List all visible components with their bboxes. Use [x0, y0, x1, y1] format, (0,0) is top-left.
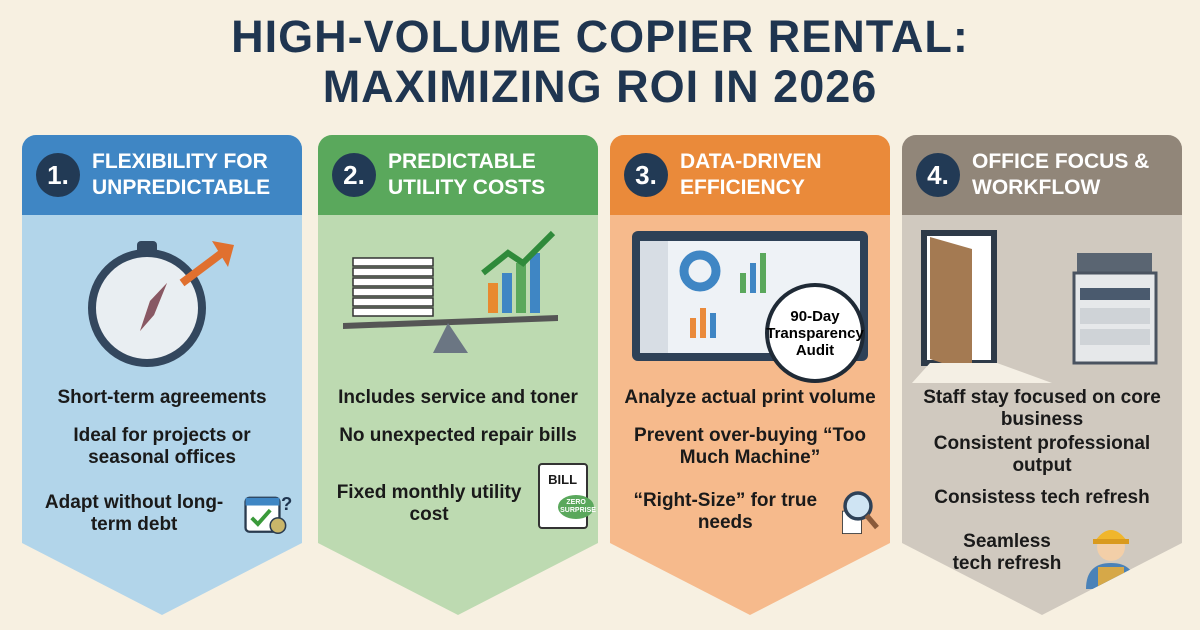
paper-stack-scale-icon [343, 230, 558, 353]
points-list: Analyze actual print volume Prevent over… [620, 387, 880, 555]
panel-heading: Office Focus & Workflow [972, 150, 1150, 199]
panel-heading: Data-Driven Efficiency [680, 150, 822, 199]
bill-label: BILL [548, 472, 578, 487]
page-title: HIGH-VOLUME COPIER RENTAL: MAXIMIZING RO… [0, 12, 1200, 112]
panel-heading: Flexibility for Unpredictable [92, 150, 271, 199]
panel-flexibility: 1. Flexibility for Unpredictable Short-t… [22, 135, 302, 615]
audit-badge: 90-Day Transparency Audit [765, 283, 865, 383]
svg-text:?: ? [281, 493, 292, 514]
compass-icon [88, 241, 234, 367]
panel-header: 3. Data-Driven Efficiency [610, 135, 890, 215]
step-number: 2. [332, 153, 376, 197]
points-list: Staff stay focused on core business Cons… [912, 387, 1172, 605]
title-line-1: HIGH-VOLUME COPIER RENTAL: [231, 11, 969, 62]
step-number: 1. [36, 153, 80, 197]
point: Staff stay focused on core business [923, 387, 1161, 430]
panel-heading: Predictable Utility Costs [388, 150, 546, 199]
panel-header: 2. Predictable Utility Costs [318, 135, 598, 215]
magnifier-chart-icon [841, 491, 879, 535]
point: Consistent professional output [933, 433, 1151, 476]
panel-header: 4. Office Focus & Workflow [902, 135, 1182, 215]
title-line-2: MAXIMIZING ROI IN 2026 [322, 61, 878, 112]
point: Short-term agreements [57, 387, 267, 408]
panel-predictable-costs: 2. Predictable Utility Costs Includes se… [318, 135, 598, 615]
zero-surprise-stamp: ZERO SURPRISE [558, 495, 596, 519]
panel-data-driven: 3. Data-Driven Efficiency 90-Day Transpa… [610, 135, 890, 615]
point: No unexpected repair bills [339, 425, 577, 446]
step-number: 3. [624, 153, 668, 197]
points-list: Short-term agreements Ideal for projects… [32, 387, 292, 559]
panel-header: 1. Flexibility for Unpredictable [22, 135, 302, 215]
point: Prevent over-buying “Too Much Machine” [634, 425, 866, 468]
point: Adapt without long-term debt [44, 492, 224, 535]
point: Analyze actual print volume [624, 387, 876, 408]
copier-icon [1072, 253, 1158, 365]
point: Consistess tech refresh [934, 487, 1150, 508]
point: Fixed monthly utility cost [336, 482, 522, 525]
door-icon [912, 230, 1158, 383]
point: Ideal for projects or seasonal offices [73, 425, 251, 468]
point: Seamless tech refresh [952, 531, 1062, 574]
step-number: 4. [916, 153, 960, 197]
point: “Right-Size” for true needs [633, 490, 818, 533]
points-list: Includes service and toner No unexpected… [328, 387, 596, 561]
bill-icon: BILL ZERO SURPRISE [538, 463, 596, 529]
panel-office-focus: 4. Office Focus & Workflow Staff stay fo… [902, 135, 1182, 615]
point: Includes service and toner [338, 387, 578, 408]
calendar-check-icon: ? [244, 493, 292, 535]
technician-icon [1086, 530, 1136, 589]
